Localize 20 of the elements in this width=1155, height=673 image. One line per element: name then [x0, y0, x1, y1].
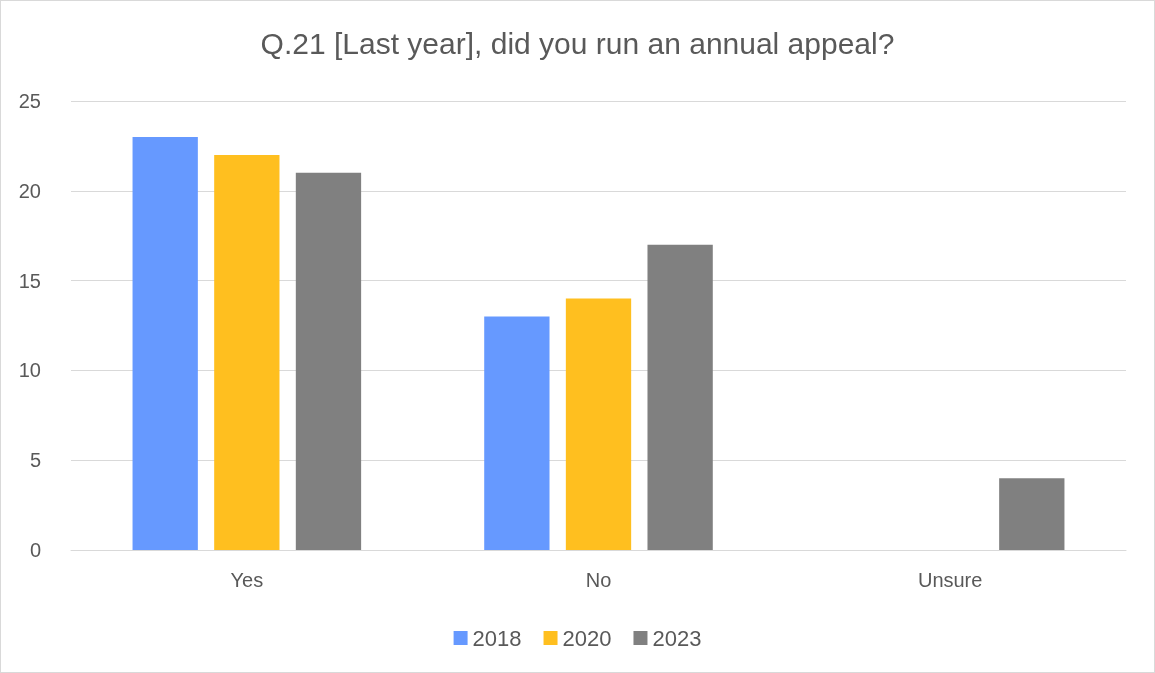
- y-tick-label: 20: [18, 179, 41, 202]
- legend-label: 2020: [562, 625, 612, 651]
- bar: [999, 478, 1065, 550]
- y-tick-label: 15: [18, 269, 41, 292]
- legend-label: 2023: [652, 625, 702, 651]
- chart-title: Q.21 [Last year], did you run an annual appeal?: [260, 26, 895, 60]
- y-tick-label: 10: [18, 359, 41, 382]
- x-tick-label: Unsure: [917, 569, 983, 591]
- y-tick-label: 25: [18, 90, 41, 112]
- bar: [132, 136, 198, 550]
- x-tick-label: Yes: [230, 569, 264, 591]
- x-tick-label: No: [585, 569, 612, 591]
- bar: [565, 298, 632, 550]
- y-tick-label: 5: [29, 449, 41, 472]
- bar: [295, 172, 362, 550]
- legend-label: 2018: [472, 625, 522, 651]
- bar: [214, 154, 280, 550]
- bar: [647, 244, 713, 550]
- y-tick-label: 0: [29, 539, 41, 561]
- bar: [484, 316, 550, 550]
